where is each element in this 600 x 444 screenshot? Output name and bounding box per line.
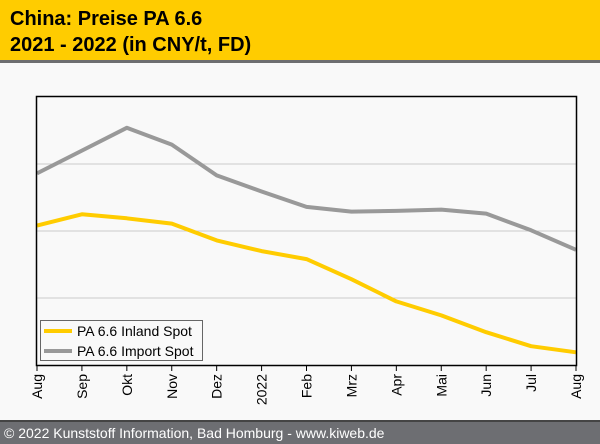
legend-box (40, 320, 203, 361)
x-tick-label: Aug (568, 374, 584, 399)
x-axis: Aug Sep Okt Nov Dez 2022 Feb Mrz Apr Mai Jun Jul Aug (29, 365, 584, 405)
x-tick-label: Aug (29, 374, 45, 399)
x-tick-label: Mai (433, 374, 449, 397)
chart-title: China: Preise PA 6.6 (10, 8, 203, 30)
gridlines (37, 163, 576, 299)
series-line-import-spot (36, 125, 577, 252)
x-tick-label: Sep (74, 374, 90, 399)
x-tick-label: Jul (523, 374, 539, 392)
x-tick-label: Apr (388, 374, 404, 396)
series-lines (36, 125, 577, 355)
series-line-inland-spot (36, 212, 577, 355)
title-banner: China: Preise PA 6.6 2021 - 2022 (in CNY… (0, 0, 600, 63)
chart-subtitle: 2021 - 2022 (in CNY/t, FD) (10, 34, 252, 56)
legend: PA 6.6 Inland Spot PA 6.6 Import Spot (40, 320, 203, 361)
x-tick-label: Feb (299, 374, 315, 398)
x-tick-label: Dez (209, 374, 225, 399)
x-tick-label: Okt (119, 374, 135, 396)
x-tick-label: Jun (478, 374, 494, 397)
x-tick-label: Nov (164, 374, 180, 399)
legend-label: PA 6.6 Inland Spot (77, 323, 192, 339)
legend-label: PA 6.6 Import Spot (77, 343, 194, 359)
x-tick-label: Mrz (343, 374, 359, 397)
copyright-text: © 2022 Kunststoff Information, Bad Hombu… (4, 425, 385, 441)
x-tick-label: 2022 (254, 374, 270, 405)
footer: © 2022 Kunststoff Information, Bad Hombu… (0, 420, 600, 444)
